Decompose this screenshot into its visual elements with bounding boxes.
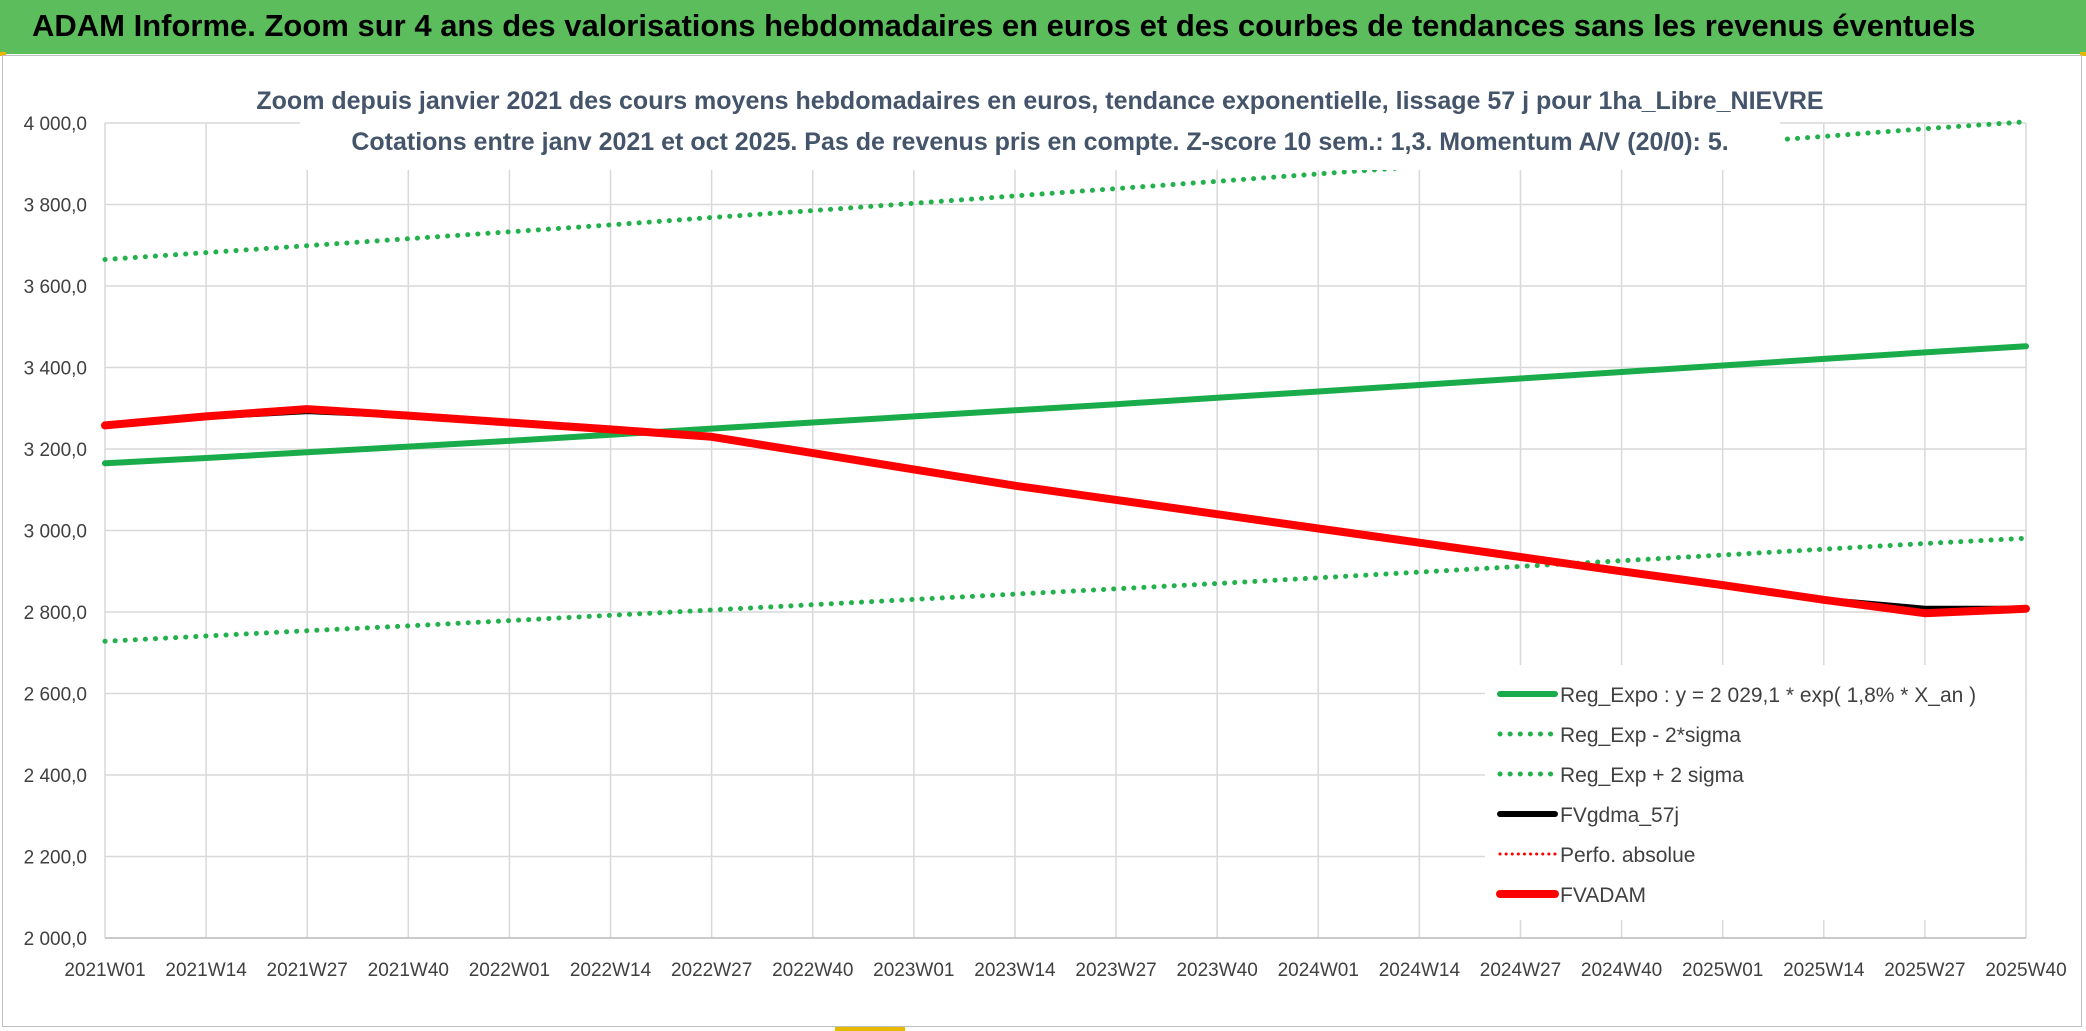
y-tick-label: 2 800,0 [24,603,87,624]
x-tick-label: 2023W40 [1176,960,1257,981]
x-tick-label: 2024W14 [1379,960,1461,981]
x-tick-label: 2022W27 [671,960,752,981]
legend-label: FVgdma_57j [1560,804,1679,827]
x-tick-label: 2023W14 [974,960,1056,981]
legend-label: Reg_Exp + 2 sigma [1560,764,1744,787]
corner-accent-left [0,52,6,56]
legend-label: Reg_Expo : y = 2 029,1 * exp( 1,8% * X_a… [1560,684,1976,707]
series-lines [101,119,2030,644]
x-tick-label: 2025W14 [1783,960,1865,981]
x-tick-label: 2023W27 [1075,960,1156,981]
x-tick-label: 2025W27 [1884,960,1965,981]
chart-frame [2,55,2082,1027]
y-tick-label: 4 000,0 [24,114,87,135]
y-tick-label: 3 200,0 [24,440,87,461]
series-line-solid-black [102,408,2029,612]
y-tick-label: 2 600,0 [24,685,87,706]
y-axis-labels: 2 000,0 2 200,0 2 400,0 2 600,0 2 800,0 3 000… [24,114,87,950]
y-tick-label: 3 000,0 [24,522,87,543]
x-tick-label: 2025W40 [1985,960,2066,981]
x-tick-label: 2022W40 [772,960,853,981]
series-line-dotted-green [102,535,2029,644]
x-tick-label: 2021W27 [267,960,348,981]
x-tick-label: 2024W40 [1581,960,1662,981]
corner-accent-right [2080,52,2086,56]
y-tick-label: 3 800,0 [24,196,87,217]
legend-label: FVADAM [1560,884,1646,907]
x-tick-label: 2022W01 [469,960,550,981]
x-tick-label: 2021W01 [64,960,145,981]
bottom-accent [835,1027,905,1031]
chart-legend: Reg_Expo : y = 2 029,1 * exp( 1,8% * X_a… [1485,665,2025,920]
chart-title: Zoom depuis janvier 2021 des cours moyen… [256,87,1823,115]
x-tick-label: 2024W27 [1480,960,1561,981]
y-tick-label: 2 200,0 [24,848,87,869]
chart-subtitle: Cotations entre janv 2021 et oct 2025. P… [351,128,1728,156]
x-tick-label: 2023W01 [873,960,954,981]
legend-backdrop [1485,665,2025,920]
x-tick-label: 2021W14 [165,960,247,981]
y-tick-label: 3 400,0 [24,359,87,380]
legend-label: Reg_Exp - 2*sigma [1560,724,1741,747]
x-tick-label: 2025W01 [1682,960,1763,981]
y-tick-label: 2 400,0 [24,766,87,787]
title-banner: ADAM Informe. Zoom sur 4 ans des valoris… [0,0,2086,54]
title-backdrop [300,78,1780,170]
y-tick-label: 3 600,0 [24,277,87,298]
series-line-solid-green [102,343,2029,467]
y-tick-label: 2 000,0 [24,929,87,950]
x-tick-label: 2022W14 [570,960,652,981]
legend-label: Perfo. absolue [1560,844,1695,867]
x-axis-labels: 2021W01 2021W14 2021W27 2021W40 2022W01 2022W… [64,960,2066,981]
x-tick-label: 2021W40 [368,960,449,981]
page-title: ADAM Informe. Zoom sur 4 ans des valoris… [32,8,1976,43]
x-tick-label: 2024W01 [1278,960,1359,981]
series-line-solid-red [101,405,2030,618]
